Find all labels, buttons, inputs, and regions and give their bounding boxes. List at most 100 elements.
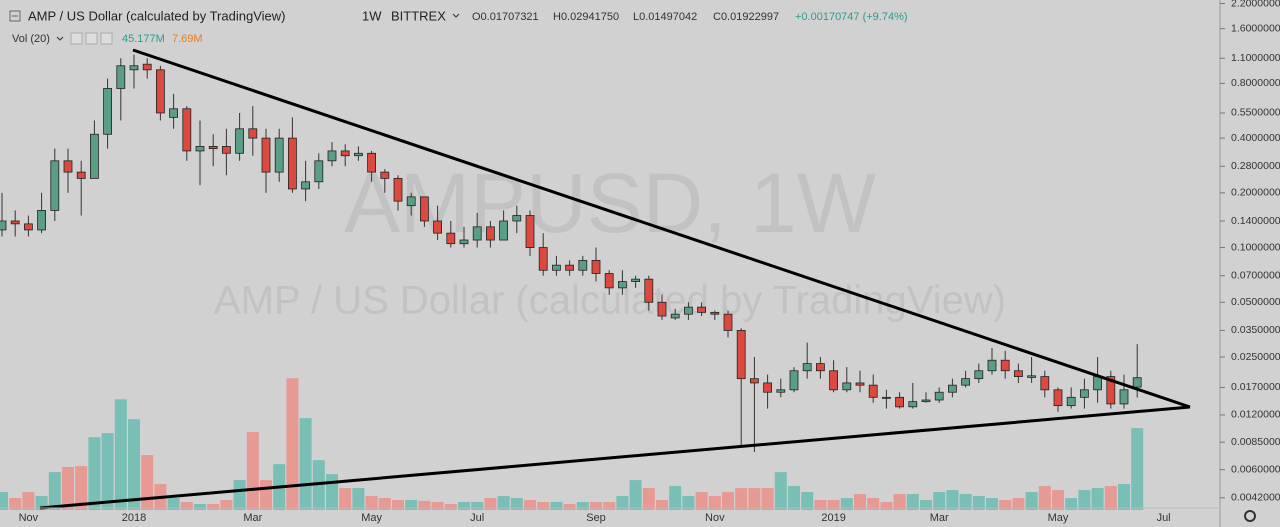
volume-bar (854, 494, 866, 510)
candle-body (868, 384, 878, 398)
volume-bar (708, 496, 721, 510)
exchange: BITTREX (391, 8, 446, 23)
candle-body (37, 210, 46, 231)
candle-body (353, 152, 363, 157)
volume-bar (62, 467, 74, 510)
volume-bar (933, 492, 946, 510)
candle-body (90, 133, 99, 179)
x-tick-label: Jul (1157, 512, 1171, 524)
volume-bar (550, 502, 563, 510)
candle-body (76, 171, 86, 179)
candle-body (459, 239, 469, 245)
candle-body (961, 378, 970, 386)
ohlc-close: C0.01922997 (713, 11, 779, 23)
candle-body (723, 313, 733, 331)
volume-bar (1078, 490, 1091, 510)
candle-body (934, 391, 944, 401)
candle-body (736, 330, 746, 380)
candle-body (129, 65, 139, 71)
volume-bar (524, 500, 536, 510)
candle-body (618, 281, 627, 289)
volume-value: 45.177M (122, 33, 165, 45)
ohlc-high: H0.02941750 (553, 11, 619, 23)
settings-icon[interactable] (85, 32, 98, 45)
candle-body (116, 65, 126, 89)
candle-body (261, 137, 271, 173)
candle-body (10, 220, 20, 225)
volume-bar (339, 488, 352, 510)
volume-bar (194, 504, 206, 510)
candle-body (103, 88, 112, 135)
volume-bar (1012, 498, 1025, 510)
eye-icon[interactable] (70, 32, 83, 45)
collapse-icon[interactable] (9, 10, 21, 22)
candle-body (855, 382, 865, 386)
x-tick-label: May (1048, 512, 1069, 524)
dropdown-icon[interactable] (452, 13, 460, 18)
settings-gear[interactable] (1244, 510, 1256, 522)
volume-bar (114, 399, 127, 510)
volume-bar (471, 502, 484, 510)
volume-bar (906, 494, 919, 510)
volume-bar (801, 492, 814, 510)
candle-body (1066, 396, 1076, 407)
close-icon[interactable] (100, 32, 113, 45)
volume-bar (378, 498, 391, 510)
volume-bar (748, 488, 761, 510)
volume-bar (9, 498, 22, 510)
volume-bar (167, 498, 180, 510)
candle-body (446, 232, 456, 245)
ohlc-change: +0.00170747 (+9.74%) (795, 11, 908, 23)
volume-bar (629, 480, 642, 510)
volume-bar (682, 496, 695, 510)
candle-body (142, 63, 152, 71)
volume-bar (75, 466, 88, 510)
volume-bar (312, 460, 325, 510)
candle-body (776, 389, 786, 393)
volume-bar (128, 419, 140, 510)
candle-body (1027, 375, 1036, 378)
volume-bar (814, 500, 827, 510)
volume-bar (405, 500, 418, 510)
volume-bar (141, 455, 154, 510)
volume-bar (999, 500, 1012, 510)
candle-body (763, 382, 772, 393)
y-tick-label: 1.60000000 (1231, 22, 1280, 34)
candle-body (802, 363, 812, 372)
volume-bar (180, 502, 193, 510)
candle-body (327, 150, 337, 162)
volume-bar (48, 472, 61, 510)
plot (0, 54, 1144, 510)
candle-body (1014, 370, 1023, 378)
candle-body (499, 220, 509, 241)
interval[interactable]: 1W (362, 8, 382, 23)
candle-body (948, 384, 957, 393)
watermark: AMPUSD, 1W (344, 156, 876, 250)
volume-bar (497, 496, 510, 510)
volume-bar (1091, 488, 1104, 510)
candle-body (604, 273, 614, 289)
candle-body (908, 401, 918, 408)
candle-body (631, 278, 640, 282)
candle-body (684, 306, 693, 315)
x-tick-label: May (361, 512, 382, 524)
candle-body (1132, 377, 1142, 388)
volume-bar (761, 488, 774, 510)
dropdown-icon[interactable] (56, 36, 64, 41)
candle-body (552, 264, 561, 271)
candle-body (895, 396, 904, 408)
candle-body (380, 171, 390, 179)
candle-body (1080, 389, 1089, 398)
candle-body (393, 178, 403, 202)
candle-body (565, 264, 574, 271)
volume-bar (616, 496, 629, 510)
